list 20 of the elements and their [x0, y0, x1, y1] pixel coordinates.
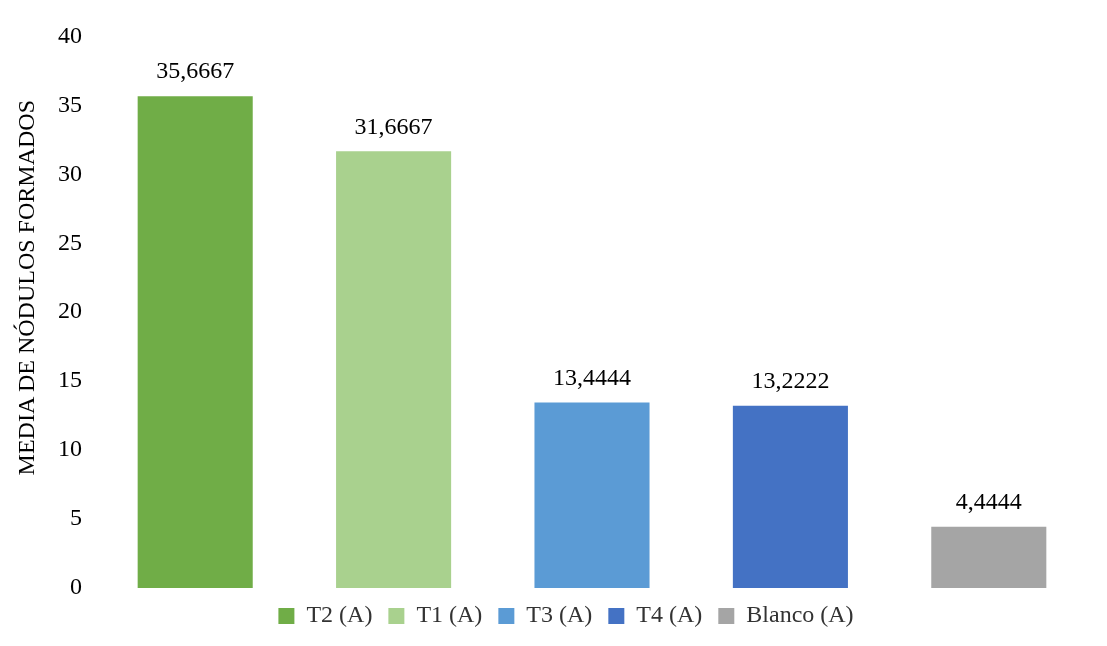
data-label: 13,4444 — [553, 363, 631, 390]
legend-label: T3 (A) — [526, 601, 593, 628]
legend-label: T4 (A) — [636, 601, 703, 628]
y-tick-label: 10 — [58, 435, 82, 462]
y-tick-label: 0 — [70, 573, 82, 600]
y-axis-title: MEDIA DE NÓDULOS FORMADOS — [12, 100, 40, 476]
y-tick-label: 35 — [58, 90, 82, 117]
y-tick-label: 5 — [70, 504, 82, 531]
y-tick-label: 20 — [58, 297, 82, 324]
y-tick-label: 30 — [58, 159, 82, 186]
legend-label: T1 (A) — [416, 601, 483, 628]
data-label: 35,6667 — [156, 57, 235, 84]
y-tick-label: 15 — [58, 366, 82, 393]
data-label: 31,6667 — [354, 112, 433, 139]
data-label: 4,4444 — [955, 488, 1022, 515]
data-label: 13,2222 — [751, 366, 830, 393]
y-tick-label: 25 — [58, 228, 82, 255]
y-tick-label: 40 — [58, 21, 82, 48]
legend-label: T2 (A) — [306, 601, 373, 628]
legend-label: Blanco (A) — [746, 601, 854, 628]
